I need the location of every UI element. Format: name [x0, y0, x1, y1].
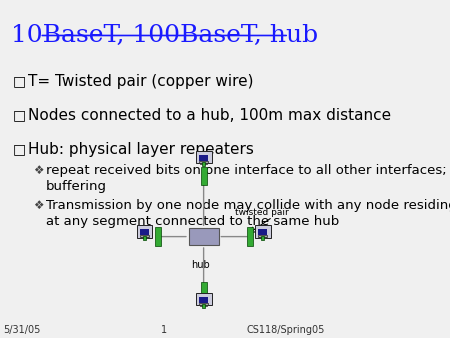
Bar [202, 162, 205, 166]
Bar [199, 297, 208, 303]
FancyBboxPatch shape [136, 225, 153, 238]
Bar [143, 236, 146, 240]
FancyBboxPatch shape [189, 228, 219, 245]
Bar [140, 230, 149, 235]
Bar [200, 305, 207, 306]
Text: 1: 1 [161, 324, 167, 335]
Text: 5/31/05: 5/31/05 [3, 324, 40, 335]
Bar [259, 237, 266, 238]
Bar [202, 304, 205, 308]
Text: 10BaseT, 100BaseT, hub: 10BaseT, 100BaseT, hub [11, 24, 318, 47]
Text: CS118/Spring05: CS118/Spring05 [247, 324, 325, 335]
Text: T= Twisted pair (copper wire): T= Twisted pair (copper wire) [28, 74, 253, 89]
Text: hub: hub [191, 260, 210, 270]
Bar [199, 303, 208, 305]
FancyBboxPatch shape [196, 293, 212, 305]
FancyBboxPatch shape [255, 225, 271, 238]
Bar [199, 161, 208, 163]
Text: □: □ [13, 74, 26, 88]
Text: Hub: physical layer repeaters: Hub: physical layer repeaters [28, 142, 254, 157]
Text: repeat received bits on one interface to all other interfaces; no
buffering: repeat received bits on one interface to… [46, 164, 450, 193]
Bar [201, 167, 207, 185]
Bar [247, 227, 252, 246]
Bar [141, 237, 148, 238]
Bar [155, 227, 161, 246]
Text: Nodes connected to a hub, 100m max distance: Nodes connected to a hub, 100m max dista… [28, 108, 391, 123]
Bar [261, 236, 264, 240]
Bar [199, 155, 208, 161]
Bar [140, 235, 149, 237]
Bar [258, 235, 267, 237]
Text: □: □ [13, 108, 26, 122]
Text: ❖: ❖ [33, 164, 43, 177]
FancyBboxPatch shape [196, 151, 212, 163]
Text: twisted pair: twisted pair [235, 209, 289, 217]
Bar [200, 163, 207, 164]
Text: □: □ [13, 142, 26, 156]
Bar [258, 230, 267, 235]
Text: ❖: ❖ [33, 199, 43, 212]
Text: Transmission by one node may collide with any node residing
at any segment conne: Transmission by one node may collide wit… [46, 199, 450, 228]
Bar [201, 282, 207, 300]
